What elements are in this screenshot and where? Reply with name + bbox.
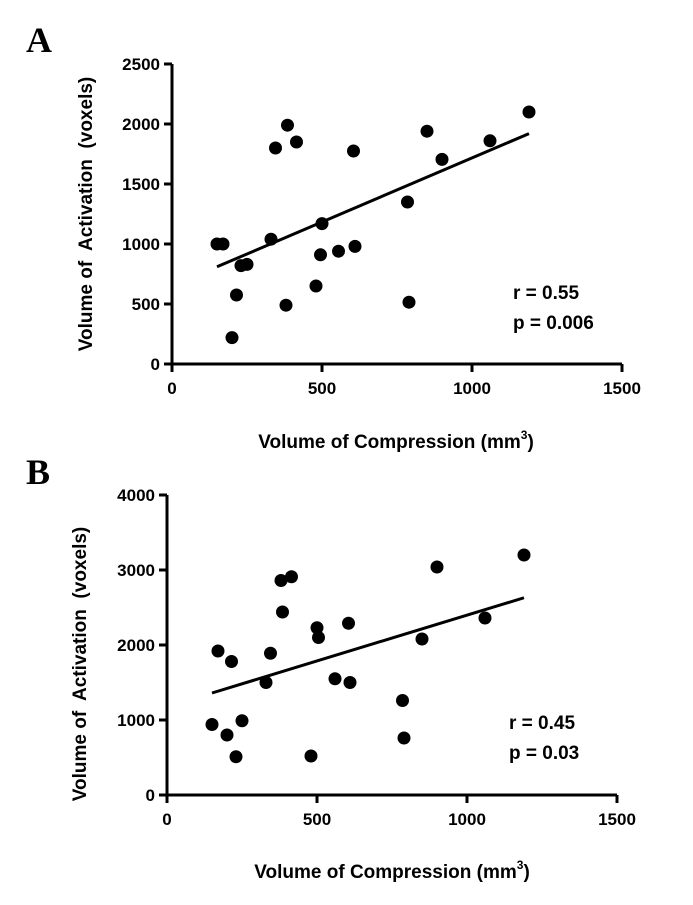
data-point-a-14: [332, 244, 345, 258]
y-tick-label-b-3: 3000: [117, 561, 155, 580]
data-point-b-4: [229, 750, 243, 764]
data-point-a-22: [522, 105, 536, 119]
r-value-b: r = 0.45: [509, 713, 575, 734]
y-tick-label-b-1: 1000: [117, 711, 155, 730]
y-axis-label-b: Volume of Activation (voxels): [70, 527, 91, 802]
y-tick-label-a-0: 0: [151, 355, 160, 374]
data-point-b-9: [276, 605, 289, 619]
x-ticks-b: 0 500 1000 1500: [162, 795, 636, 829]
panel-b: B Volume of Activation (voxels) Volume o…: [26, 452, 636, 883]
y-tick-label-b-0: 0: [146, 786, 155, 805]
x-tick-label-b-3: 1500: [598, 810, 636, 829]
axes-a: [170, 64, 622, 366]
x-tick-label-a-1: 500: [308, 379, 336, 398]
y-tick-label-b-4: 4000: [117, 486, 155, 505]
fit-line-a: [216, 132, 530, 269]
data-point-b-5: [235, 714, 249, 728]
axes-b: [165, 495, 617, 797]
data-point-b-11: [304, 749, 318, 763]
data-point-a-12: [314, 248, 327, 262]
data-point-a-15: [347, 144, 360, 158]
x-tick-label-a-0: 0: [167, 379, 176, 398]
data-point-b-1: [211, 644, 225, 658]
data-point-a-9: [281, 118, 294, 132]
data-point-b-22: [517, 548, 531, 562]
data-point-a-10: [290, 135, 303, 149]
data-point-b-18: [397, 731, 411, 745]
data-point-a-8: [279, 298, 293, 312]
p-value-a: p = 0.006: [513, 313, 594, 334]
data-point-b-12: [310, 621, 324, 635]
data-point-a-1: [216, 237, 230, 251]
data-point-b-10: [285, 570, 298, 584]
data-point-a-5: [240, 257, 254, 271]
data-point-a-17: [401, 195, 414, 209]
y-ticks-a: 0 500 1000 1500 2000 2500: [122, 55, 172, 374]
data-point-a-20: [435, 152, 449, 166]
data-point-a-18: [402, 295, 416, 309]
fit-line-b: [211, 596, 525, 695]
data-point-b-2: [220, 728, 234, 742]
panel-a: A Volume of Activation (voxels) Volume o…: [26, 20, 641, 453]
data-point-a-6: [264, 232, 278, 246]
data-point-b-20: [430, 560, 444, 574]
p-value-b: p = 0.03: [509, 743, 579, 764]
data-point-a-13: [315, 217, 329, 231]
data-point-b-17: [396, 694, 409, 707]
data-point-a-7: [269, 141, 282, 155]
x-tick-label-b-0: 0: [162, 810, 171, 829]
x-tick-label-a-2: 1000: [453, 379, 491, 398]
y-tick-label-a-1: 500: [132, 295, 160, 314]
x-axis-label-a: Volume of Compression (mm3): [258, 428, 534, 453]
data-point-b-21: [478, 611, 492, 625]
data-point-b-7: [264, 646, 277, 660]
x-axis-label-b: Volume of Compression (mm3): [254, 858, 530, 883]
r-value-a: r = 0.55: [513, 283, 579, 304]
x-tick-label-a-3: 1500: [603, 379, 641, 398]
data-point-a-19: [420, 124, 434, 138]
panel-letter-b: B: [26, 452, 50, 492]
y-tick-label-b-2: 2000: [117, 636, 155, 655]
points-a: [210, 105, 536, 345]
x-axis-label-text-b: Volume of Compression (mm: [254, 862, 517, 883]
x-axis-label-text-a: Volume of Compression (mm: [258, 432, 521, 453]
x-tick-label-b-2: 1000: [448, 810, 486, 829]
y-tick-label-a-2: 1000: [122, 235, 160, 254]
data-point-b-3: [225, 655, 238, 668]
x-axis-label-close-b: ): [523, 862, 529, 883]
y-tick-label-a-3: 1500: [122, 175, 160, 194]
x-axis-label-sup-a: 3: [521, 428, 528, 442]
y-axis-label-a: Volume of Activation (voxels): [76, 77, 97, 352]
data-point-b-19: [415, 632, 429, 646]
data-point-b-8: [274, 574, 288, 587]
points-b: [205, 548, 531, 764]
data-point-a-21: [483, 134, 497, 148]
data-point-b-6: [259, 676, 273, 689]
data-point-a-11: [309, 279, 323, 293]
data-point-a-16: [348, 239, 362, 253]
x-tick-label-b-1: 500: [303, 810, 331, 829]
panel-letter-a: A: [26, 20, 52, 60]
y-ticks-b: 0 1000 2000 3000 4000: [117, 486, 167, 805]
data-point-b-15: [342, 616, 355, 630]
y-tick-label-a-5: 2500: [122, 55, 160, 74]
data-point-a-2: [225, 331, 239, 345]
y-tick-label-a-4: 2000: [122, 115, 160, 134]
data-point-b-13: [312, 631, 325, 644]
data-point-b-0: [205, 718, 219, 731]
x-ticks-a: 0 500 1000 1500: [167, 364, 641, 398]
x-axis-label-close-a: ): [527, 432, 533, 453]
data-point-b-14: [328, 672, 342, 686]
data-point-a-3: [230, 288, 243, 302]
x-axis-label-sup-b: 3: [517, 858, 524, 872]
data-point-b-16: [343, 676, 357, 689]
